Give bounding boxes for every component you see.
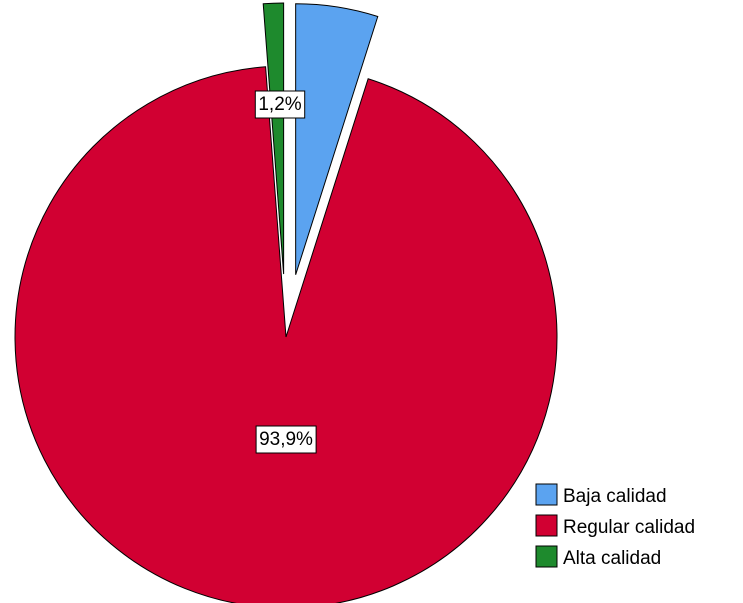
- data-label-text: 1,2%: [258, 94, 301, 115]
- pie-slice-alta-calidad: [262, 2, 285, 275]
- pie-data-labels: 93,9% 1,2%: [254, 90, 317, 454]
- pie-slice-regular-calidad: [14, 66, 558, 603]
- pie-slices: [14, 2, 558, 603]
- legend-item-baja-calidad: Baja calidad: [535, 483, 667, 507]
- chart-legend: Baja calidad Regular calidad Alta calidad: [535, 483, 695, 569]
- data-label-regular-calidad: 93,9%: [255, 425, 317, 454]
- legend-swatch: [535, 514, 558, 537]
- legend-label: Baja calidad: [563, 486, 667, 507]
- data-label-alta-calidad: 1,2%: [254, 90, 306, 119]
- legend-label: Regular calidad: [563, 517, 695, 538]
- legend-item-alta-calidad: Alta calidad: [535, 545, 661, 569]
- data-label-box: [255, 425, 317, 454]
- legend-label: Alta calidad: [563, 548, 661, 569]
- data-label-box: [254, 90, 306, 119]
- data-label-text: 93,9%: [259, 429, 313, 450]
- legend-swatch: [535, 483, 558, 506]
- legend-item-regular-calidad: Regular calidad: [535, 514, 695, 538]
- legend-swatch: [535, 545, 558, 568]
- pie-slice-baja-calidad: [295, 3, 379, 275]
